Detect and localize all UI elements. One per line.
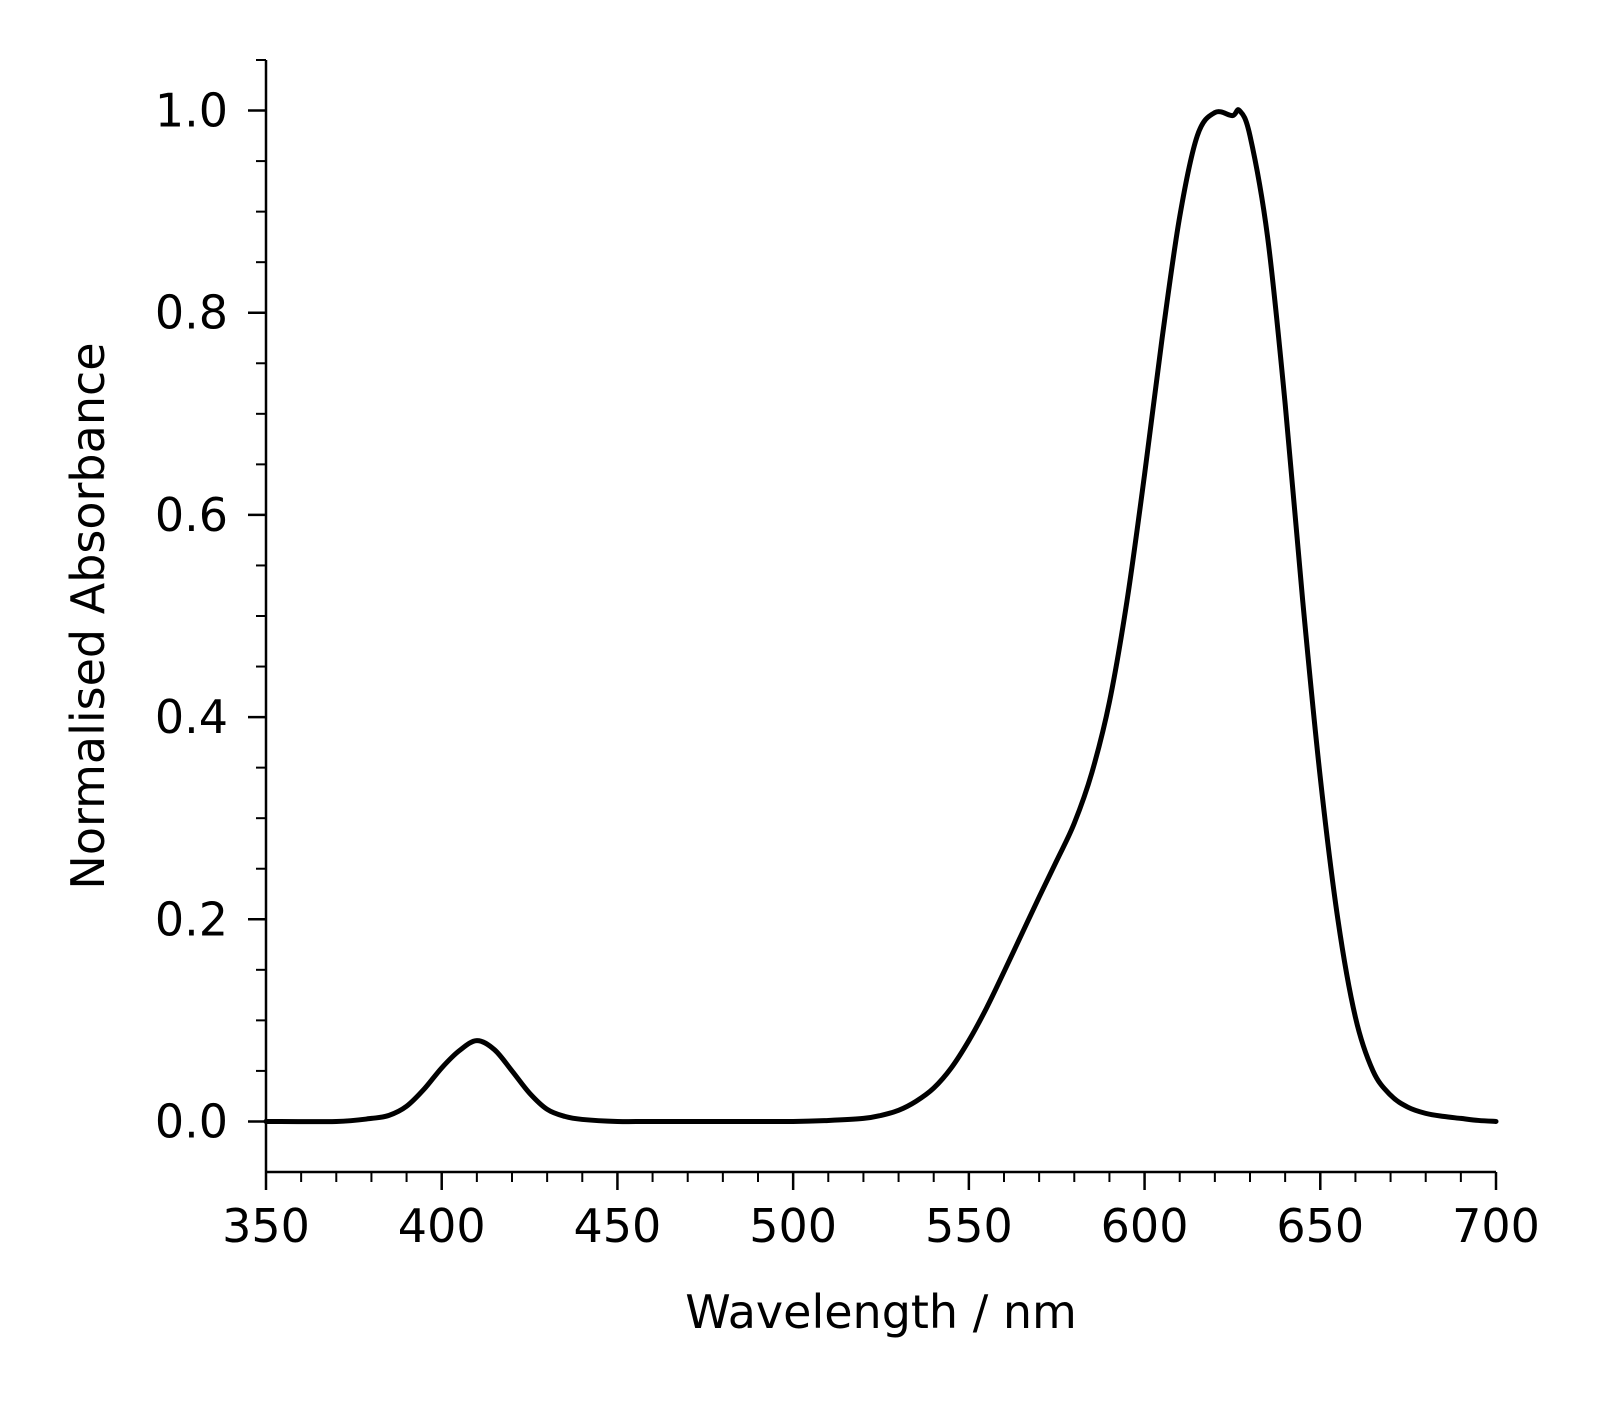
- x-tick-label: 350: [222, 1199, 310, 1253]
- spectrum-line: [263, 107, 1499, 1125]
- x-tick-label: 500: [749, 1199, 837, 1253]
- x-tick-label: 450: [574, 1199, 662, 1253]
- y-tick-label: 0.2: [155, 892, 228, 946]
- x-tick-label: 600: [1101, 1199, 1189, 1253]
- x-tick-label: 550: [925, 1199, 1013, 1253]
- y-tick-label: 0.4: [155, 690, 228, 744]
- y-tick-label: 0.8: [155, 286, 228, 340]
- y-tick-label: 1.0: [155, 84, 228, 138]
- x-tick-label: 700: [1452, 1199, 1540, 1253]
- x-axis-label: Wavelength / nm: [685, 1285, 1077, 1339]
- x-tick-label: 650: [1276, 1199, 1364, 1253]
- y-axis-label: Normalised Absorbance: [61, 342, 115, 889]
- y-tick-label: 0.0: [155, 1094, 228, 1148]
- y-tick-label: 0.6: [155, 488, 228, 542]
- x-tick-label: 400: [398, 1199, 486, 1253]
